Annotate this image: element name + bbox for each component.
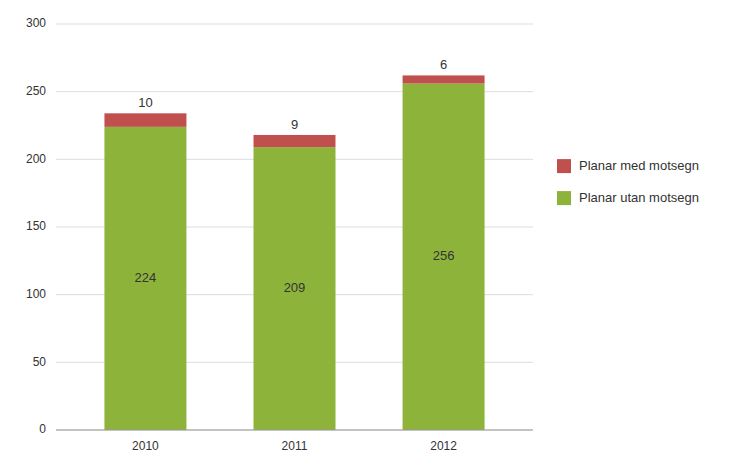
data-label: 256 [433,248,455,263]
bar-segment [104,127,186,430]
grid-line [56,430,533,431]
x-tick-label: 2012 [430,439,457,453]
data-label: 9 [291,117,298,132]
legend-swatch [557,159,571,173]
data-labels: 224 209 256 10 9 6 [135,57,455,295]
chart: 0501001502002503002242092561096201020112… [0,0,743,474]
bar-segment [104,113,186,127]
bars [104,75,484,430]
y-tick-label: 50 [33,355,47,369]
x-tick-label: 2011 [282,439,308,453]
x-axis: 2010 2011 2012 [56,430,533,453]
chart-container: 0501001502002503002242092561096201020112… [0,0,743,474]
data-label: 209 [284,280,306,295]
y-tick-label: 0 [39,422,46,436]
x-axis-line [56,430,533,431]
legend-label: Planar med motsegn [579,158,699,173]
y-tick-label: 150 [26,219,46,233]
y-tick-label: 200 [26,152,46,166]
legend: Planar med motsegn Planar utan motsegn [557,158,699,206]
bar-segment [403,75,485,83]
data-label: 10 [138,95,152,110]
bar-segment [403,84,485,430]
legend-swatch [557,191,571,205]
y-tick-label: 300 [26,16,46,30]
grid-line [56,24,533,25]
legend-label: Planar utan motsegn [579,190,699,205]
bar-segment [254,147,336,430]
x-tick-label: 2010 [132,439,159,453]
data-label: 6 [440,57,447,72]
bar-segment [254,135,336,147]
y-axis: 0 50 100 150 200 250 300 [26,16,46,436]
grid [56,24,533,430]
y-tick-label: 100 [26,287,46,301]
y-tick-label: 250 [26,84,46,98]
data-label: 224 [135,270,157,285]
